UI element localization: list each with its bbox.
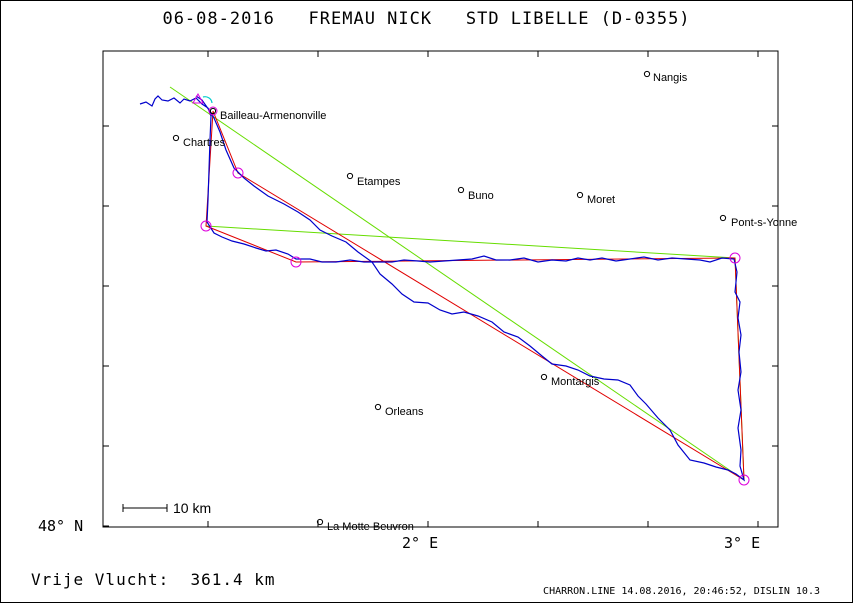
place-marker	[457, 186, 465, 194]
place-marker	[540, 373, 548, 381]
place-label: Montargis	[551, 376, 600, 388]
place-marker	[209, 107, 217, 115]
start-line	[202, 96, 213, 104]
scale-bar: 10 km	[122, 500, 211, 516]
place-label: Chartres	[183, 137, 226, 149]
flight-track	[139, 95, 746, 482]
place-marker	[576, 191, 584, 199]
place-label: Buno	[468, 190, 494, 202]
place-label: Moret	[587, 194, 615, 206]
file-info: CHARRON.LINE 14.08.2016, 20:46:52, DISLI…	[543, 586, 820, 597]
place-marker	[316, 518, 324, 526]
place-marker	[719, 214, 727, 222]
flight-date: 06-08-2016	[162, 9, 275, 29]
place-label: Pont-s-Yonne	[731, 217, 797, 229]
lon-ticks	[207, 51, 759, 527]
flight-title: 06-08-2016 FREMAU NICK STD LIBELLE (D-03…	[0, 9, 853, 29]
flight-type-label: Vrije Vlucht:	[31, 570, 170, 589]
place-marker	[172, 134, 180, 142]
start-triangle	[192, 92, 204, 104]
place-marker	[346, 172, 354, 180]
lat-ticks	[103, 125, 778, 527]
place-label: La Motte Beuvron	[327, 521, 414, 533]
place-markers: Nangis Bailleau-Armenonville Chartres Et…	[172, 70, 797, 533]
lat-label: 48° N	[38, 517, 83, 535]
map-frame	[102, 50, 779, 528]
pilot-name: FREMAU NICK	[308, 9, 433, 29]
fai-sector-lines	[169, 86, 745, 481]
scale-label: 10 km	[173, 500, 211, 516]
lon-label-3e: 3° E	[724, 534, 760, 552]
place-marker	[374, 403, 382, 411]
place-label: Orleans	[385, 406, 424, 418]
lon-label-2e: 2° E	[402, 534, 438, 552]
place-label: Etampes	[357, 176, 401, 188]
free-flight-summary: Vrije Vlucht: 361.4 km	[31, 570, 276, 589]
flight-distance: 361.4 km	[190, 570, 276, 589]
place-label: Bailleau-Armenonville	[220, 110, 326, 122]
turnpoints	[192, 92, 750, 486]
task-route	[205, 110, 745, 481]
place-label: Nangis	[653, 72, 688, 84]
glider-name: STD LIBELLE (D-0355)	[465, 9, 691, 29]
place-marker	[643, 70, 651, 78]
